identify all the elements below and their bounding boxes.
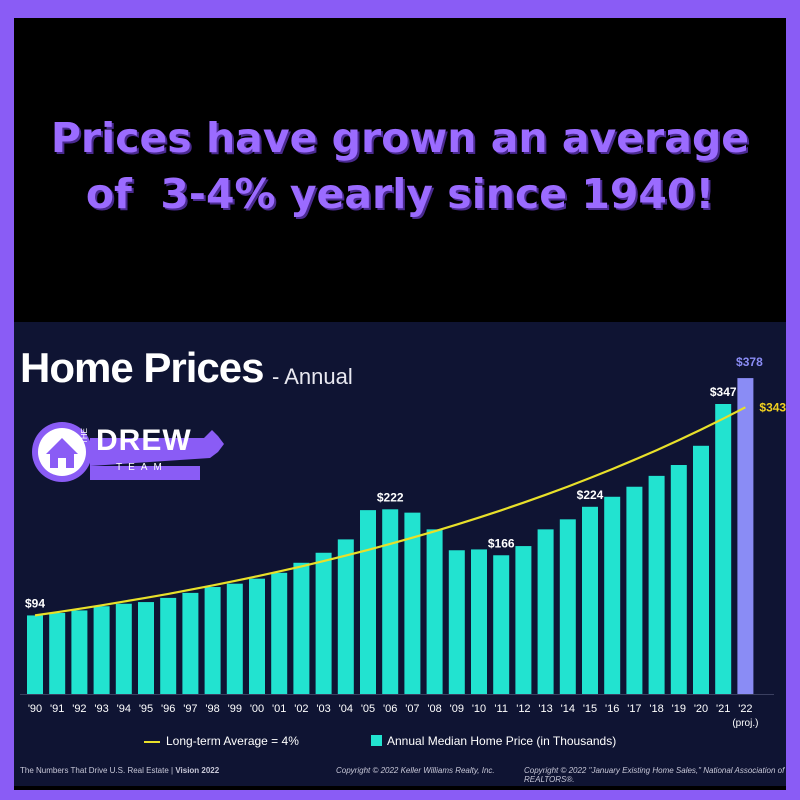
bar-96: [160, 597, 177, 694]
bar-20: [693, 445, 709, 694]
bar-04: [337, 539, 354, 694]
legend-bar-label: Annual Median Home Price (in Thousands): [387, 734, 617, 748]
data-label-90: $94: [25, 596, 45, 610]
x-tick-label: '09: [450, 703, 464, 715]
bar-97: [182, 592, 199, 694]
key-logo-icon: [32, 422, 224, 482]
footer-left-text: The Numbers That Drive U.S. Real Estate …: [20, 766, 176, 775]
x-tick-label: '18: [649, 703, 663, 715]
chart-title: Home Prices: [20, 344, 264, 391]
bar-91: [49, 612, 66, 694]
x-tick-label: '97: [183, 703, 197, 715]
bar-22: [737, 378, 754, 694]
bar-99: [226, 583, 243, 694]
trend-end-label: $343: [759, 400, 786, 414]
x-tick-label: '04: [339, 703, 353, 715]
x-tick-label: '92: [72, 703, 86, 715]
bar-09: [448, 550, 465, 694]
bar-07: [404, 512, 421, 694]
legend-bar-swatch: [371, 735, 382, 746]
chart-subtitle: - Annual: [272, 364, 353, 389]
bar-00: [249, 578, 265, 694]
x-tick-label: '90: [28, 703, 42, 715]
drew-team-logo: THE DREW TEAM: [24, 414, 224, 494]
x-tick-label: '21: [716, 703, 730, 715]
x-tick-label: '11: [494, 703, 508, 715]
projection-note: (proj.): [732, 718, 758, 729]
bar-16: [604, 496, 621, 694]
headline-line-2: of 3-4% yearly since 1940!: [85, 170, 715, 218]
x-tick-label: '16: [605, 703, 619, 715]
x-tick-label: '96: [161, 703, 175, 715]
x-tick-label: '13: [538, 703, 552, 715]
bar-12: [515, 546, 532, 694]
bar-90: [27, 615, 43, 694]
bar-06: [382, 509, 399, 694]
bar-92: [71, 610, 88, 694]
x-tick-label: '14: [561, 703, 575, 715]
bar-10: [471, 549, 487, 694]
bar-17: [626, 486, 643, 694]
logo-drew-text: DREW: [96, 424, 192, 457]
x-tick-label: '22: [738, 703, 752, 715]
bar-18: [648, 475, 665, 694]
x-tick-label: '15: [583, 703, 597, 715]
bar-05: [360, 510, 376, 694]
x-tick-label: '10: [472, 703, 486, 715]
data-label-22: $378: [736, 355, 763, 369]
x-tick-label: '95: [139, 703, 153, 715]
x-tick-label: '19: [672, 703, 686, 715]
x-tick-label: '12: [516, 703, 530, 715]
bar-13: [537, 529, 554, 694]
bar-11: [493, 555, 510, 694]
x-tick-label: '98: [205, 703, 219, 715]
x-tick-label: '99: [228, 703, 242, 715]
x-tick-label: '01: [272, 703, 286, 715]
footer-vision: Vision 2022: [175, 766, 220, 775]
x-tick-label: '02: [294, 703, 308, 715]
x-tick-label: '06: [383, 703, 397, 715]
bar-01: [271, 572, 288, 694]
chart-panel: Home Prices - Annual THE DREW TEAM '90'9…: [14, 322, 786, 786]
data-label-21: $347: [710, 385, 737, 399]
headline-line-1: Prices have grown an average: [50, 114, 750, 162]
bar-19: [670, 465, 687, 694]
logo-team-text: TEAM: [116, 462, 168, 473]
bar-02: [293, 562, 310, 694]
footer-left: The Numbers That Drive U.S. Real Estate …: [20, 766, 219, 775]
headline: Prices have grown an average of 3-4% yea…: [0, 110, 800, 222]
data-label-06: $222: [377, 490, 404, 504]
bar-03: [315, 552, 332, 694]
x-tick-label: '20: [694, 703, 708, 715]
legend-trend-label: Long-term Average = 4%: [166, 734, 299, 748]
bar-chart: '90 '91 '92 '93 '94 '95 '96 '97 '98 '99 '00 '01 '02 '…: [20, 355, 786, 729]
long-term-average-line: [34, 406, 746, 617]
x-tick-label: '03: [316, 703, 330, 715]
x-tick-label: '00: [250, 703, 264, 715]
bar-95: [138, 602, 154, 694]
footer-center: Copyright © 2022 Keller Williams Realty,…: [336, 766, 495, 775]
x-tick-label: '17: [627, 703, 641, 715]
bar-21: [715, 404, 732, 694]
bar-98: [204, 587, 221, 694]
x-tick-label: '91: [50, 703, 64, 715]
x-tick-label: '07: [405, 703, 419, 715]
x-tick-label: '08: [427, 703, 441, 715]
x-tick-label: '93: [94, 703, 108, 715]
data-label-15: $224: [577, 488, 604, 502]
data-label-11: $166: [488, 536, 515, 550]
x-tick-label: '94: [117, 703, 131, 715]
bar-94: [115, 603, 132, 694]
bar-08: [426, 529, 443, 694]
bar-15: [582, 506, 598, 694]
legend-trend-swatch: [144, 741, 160, 743]
footer-right: Copyright © 2022 "January Existing Home …: [524, 766, 785, 784]
bar-93: [93, 606, 110, 694]
x-tick-label: '05: [361, 703, 375, 715]
bar-14: [559, 519, 576, 694]
